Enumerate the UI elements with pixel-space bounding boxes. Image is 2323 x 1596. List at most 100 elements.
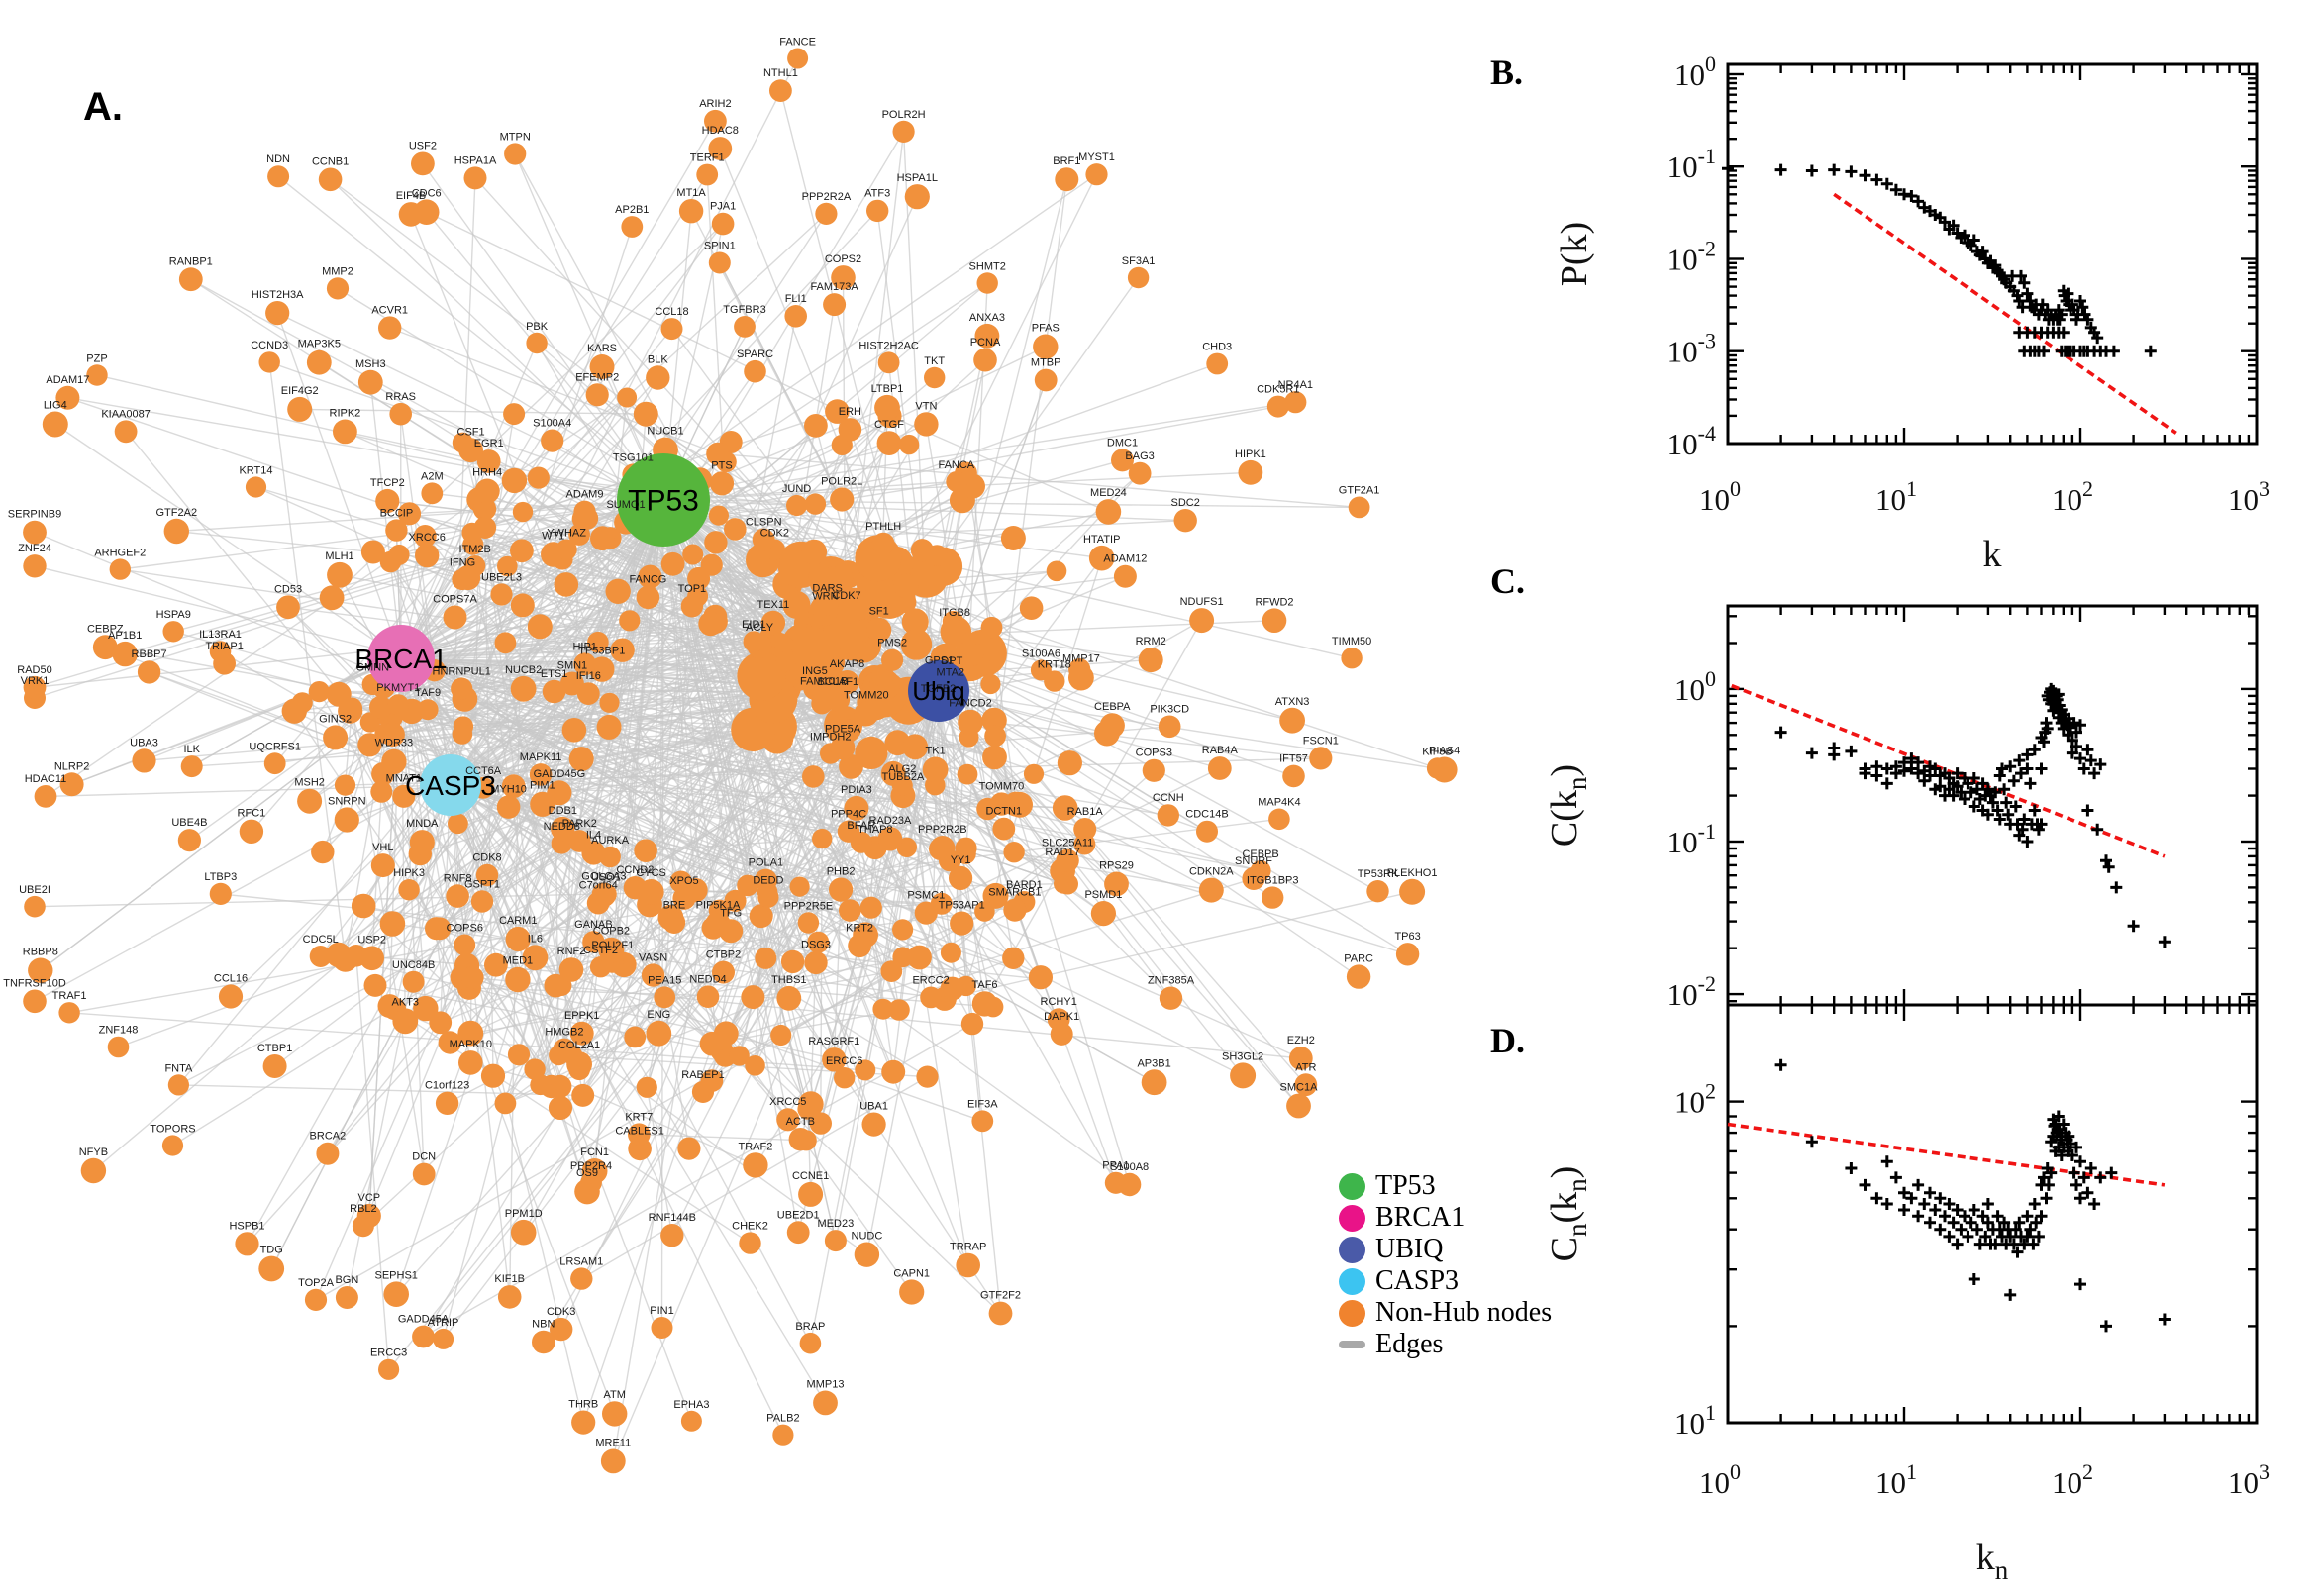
gene-label: AP2B1 (615, 204, 649, 216)
axis-tick-label: 100 (1699, 476, 1741, 517)
gene-label: RBBP8 (23, 947, 58, 958)
network-node (809, 1112, 832, 1135)
network-node (316, 1142, 340, 1165)
network-node (529, 763, 553, 786)
network-node (900, 629, 933, 660)
network-node (628, 1123, 651, 1146)
network-node (327, 561, 353, 588)
gene-label: GOLGA3 (581, 870, 626, 882)
network-node (881, 648, 904, 671)
network-node (617, 387, 638, 408)
network-node (1002, 947, 1025, 969)
gene-label: ING5 (802, 665, 828, 677)
gene-label: GTF2F2 (980, 1290, 1021, 1302)
network-node (834, 1067, 856, 1089)
gene-label: EID1 (742, 619, 765, 631)
gene-label: COPS6 (447, 923, 483, 935)
node-swatch-icon (1339, 1204, 1365, 1232)
axis-tick-label: 102 (1674, 1079, 1716, 1120)
network-node (574, 1178, 600, 1205)
gene-label: MAP4K4 (1258, 797, 1300, 809)
gene-label: PTHLH (865, 521, 901, 533)
gene-label: MED1 (503, 955, 534, 967)
gene-label: ERCC6 (826, 1055, 862, 1067)
gene-label: CCNE1 (792, 1170, 829, 1182)
network-node (553, 1038, 576, 1061)
network-node (59, 772, 84, 797)
gene-label: RIPK2 (330, 408, 361, 420)
network-node (1057, 750, 1082, 776)
gene-label: ILK (183, 744, 200, 755)
gene-label: CDC5L (303, 934, 339, 946)
gene-label: KRT7 (625, 1111, 653, 1123)
gene-label: ATR (1295, 1061, 1316, 1073)
gene-label: CCND2 (616, 864, 654, 876)
gene-label: COPB2 (593, 926, 630, 938)
network-node (892, 919, 914, 941)
network-node (704, 109, 727, 133)
gene-label: KARS (587, 343, 617, 354)
network-node (1030, 659, 1052, 681)
axis-tick-label: 103 (2228, 1459, 2270, 1500)
network-node (1399, 878, 1426, 905)
gene-label: RAD23A (869, 815, 912, 827)
network-node (458, 438, 483, 463)
network-node (378, 316, 402, 340)
gene-label: IFNG (450, 557, 475, 569)
gene-label: SMN1 (557, 660, 588, 672)
network-node (385, 519, 408, 542)
network-node (470, 890, 494, 913)
network-node (1142, 758, 1165, 782)
network-node (526, 332, 548, 354)
network-node (960, 1012, 984, 1036)
gene-label: NUCB1 (647, 426, 683, 438)
network-node (910, 539, 934, 562)
network-node (680, 1410, 702, 1432)
gene-label: MT1A (676, 187, 706, 199)
gene-label: SDC2 (1171, 497, 1200, 509)
gene-label: TP53AP1 (939, 900, 985, 912)
gene-label: MMP2 (322, 265, 354, 277)
network-node (454, 934, 476, 956)
gene-label: SPIN1 (704, 241, 736, 252)
network-node (704, 531, 728, 554)
gene-label: ERH (839, 406, 861, 418)
gene-label: UBA1 (859, 1100, 888, 1112)
network-node (370, 780, 393, 803)
network-node (433, 1328, 454, 1349)
gene-label: PPP4C (831, 809, 866, 821)
gene-label: MTPN (500, 131, 531, 143)
gene-label: POLR2H (882, 109, 926, 121)
gene-label: EIF4G2 (281, 385, 319, 397)
gene-label: HSPA9 (156, 609, 191, 621)
gene-label: DPT (941, 655, 962, 667)
network-node (1055, 167, 1079, 192)
network-node (398, 879, 420, 901)
gene-label: GTF2A1 (1339, 485, 1380, 497)
gene-label: CCL16 (214, 972, 248, 984)
network-node (86, 364, 108, 386)
plot-frame (1726, 62, 2259, 446)
gene-label: NFYB (79, 1147, 108, 1158)
network-node (357, 733, 382, 757)
network-node (974, 323, 1000, 349)
network-node (458, 1050, 483, 1075)
gene-label: HDAC11 (25, 773, 67, 785)
network-node (724, 518, 747, 541)
network-node (950, 911, 974, 936)
gene-label: TERF1 (690, 152, 725, 164)
network-node (850, 831, 872, 853)
network-node (813, 1390, 838, 1416)
gene-label: PBK (526, 321, 549, 333)
gene-label: ADAM9 (566, 489, 604, 501)
gene-label: FLI1 (785, 293, 807, 305)
gene-label: PARK2 (562, 818, 597, 830)
gene-label: COPS7A (433, 594, 477, 606)
network-node (1395, 943, 1420, 966)
network-node (497, 1285, 522, 1309)
network-node (505, 926, 531, 952)
network-node (504, 143, 527, 165)
network-node (23, 675, 47, 699)
axis-tick-label: 10-1 (1667, 819, 1716, 859)
network-node (980, 616, 1003, 639)
